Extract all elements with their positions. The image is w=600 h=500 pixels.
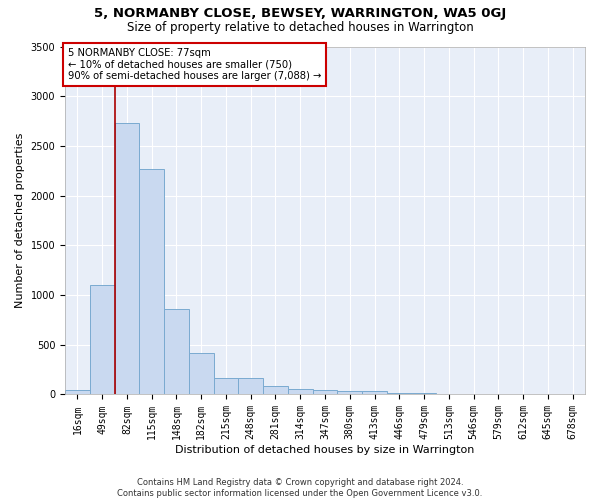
Bar	[337, 391, 362, 394]
Y-axis label: Number of detached properties: Number of detached properties	[15, 133, 25, 308]
Bar	[214, 378, 238, 394]
Bar	[362, 392, 387, 394]
Bar	[238, 378, 263, 394]
Bar	[90, 285, 115, 395]
X-axis label: Distribution of detached houses by size in Warrington: Distribution of detached houses by size …	[175, 445, 475, 455]
Bar	[313, 390, 337, 394]
Bar	[115, 123, 139, 394]
Text: 5, NORMANBY CLOSE, BEWSEY, WARRINGTON, WA5 0GJ: 5, NORMANBY CLOSE, BEWSEY, WARRINGTON, W…	[94, 8, 506, 20]
Bar	[263, 386, 288, 394]
Text: Size of property relative to detached houses in Warrington: Size of property relative to detached ho…	[127, 21, 473, 34]
Bar	[164, 309, 189, 394]
Text: 5 NORMANBY CLOSE: 77sqm
← 10% of detached houses are smaller (750)
90% of semi-d: 5 NORMANBY CLOSE: 77sqm ← 10% of detache…	[68, 48, 321, 82]
Bar	[288, 388, 313, 394]
Bar	[139, 169, 164, 394]
Bar	[387, 393, 412, 394]
Text: Contains HM Land Registry data © Crown copyright and database right 2024.
Contai: Contains HM Land Registry data © Crown c…	[118, 478, 482, 498]
Bar	[189, 353, 214, 395]
Bar	[65, 390, 90, 394]
